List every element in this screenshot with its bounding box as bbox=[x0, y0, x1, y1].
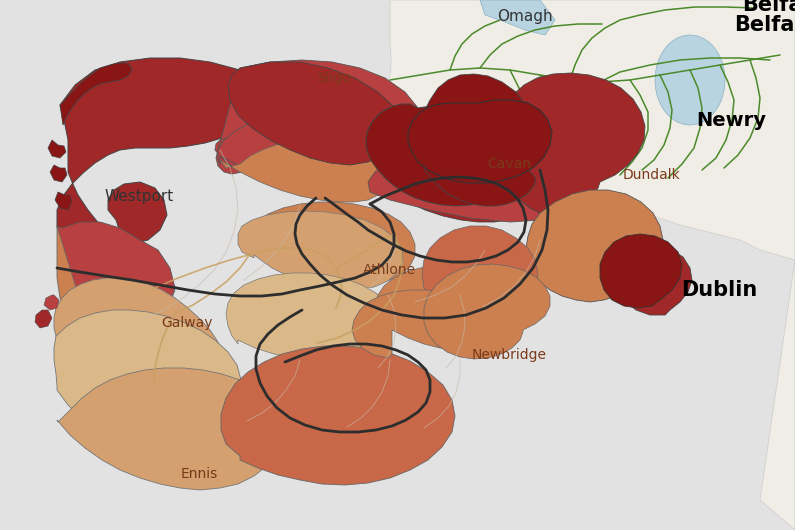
Polygon shape bbox=[376, 266, 522, 340]
Polygon shape bbox=[392, 142, 540, 222]
Text: Newry: Newry bbox=[696, 111, 766, 130]
Polygon shape bbox=[57, 226, 175, 342]
Polygon shape bbox=[655, 35, 725, 125]
Text: Athlone: Athlone bbox=[363, 263, 416, 277]
Polygon shape bbox=[57, 368, 285, 490]
Text: Ennis: Ennis bbox=[180, 467, 217, 481]
Text: Dundalk: Dundalk bbox=[623, 168, 681, 182]
Polygon shape bbox=[248, 202, 415, 284]
Text: Dublin: Dublin bbox=[681, 280, 758, 301]
Polygon shape bbox=[238, 211, 403, 290]
Polygon shape bbox=[55, 192, 72, 210]
Polygon shape bbox=[35, 310, 52, 328]
Polygon shape bbox=[366, 103, 535, 206]
Polygon shape bbox=[480, 0, 555, 35]
Text: Galway: Galway bbox=[161, 316, 212, 330]
Text: Newbridge: Newbridge bbox=[471, 348, 546, 362]
Polygon shape bbox=[526, 190, 663, 302]
Text: Belfa: Belfa bbox=[735, 15, 795, 35]
Polygon shape bbox=[619, 247, 692, 315]
Text: Westport: Westport bbox=[104, 189, 174, 204]
Polygon shape bbox=[44, 295, 59, 310]
Polygon shape bbox=[218, 112, 387, 182]
Polygon shape bbox=[600, 234, 682, 308]
Polygon shape bbox=[496, 73, 645, 216]
Polygon shape bbox=[424, 264, 550, 359]
Polygon shape bbox=[226, 273, 392, 360]
Text: Omagh: Omagh bbox=[497, 10, 553, 24]
Polygon shape bbox=[408, 100, 552, 183]
Text: Belfast: Belfast bbox=[742, 0, 795, 15]
Polygon shape bbox=[48, 140, 66, 158]
Polygon shape bbox=[352, 290, 499, 358]
Polygon shape bbox=[368, 140, 540, 222]
Polygon shape bbox=[422, 226, 538, 327]
Polygon shape bbox=[50, 165, 67, 182]
Polygon shape bbox=[388, 0, 795, 530]
Text: Sligo: Sligo bbox=[317, 72, 351, 85]
Text: Cavan: Cavan bbox=[487, 157, 531, 171]
Polygon shape bbox=[57, 58, 270, 254]
Polygon shape bbox=[60, 63, 132, 125]
Polygon shape bbox=[54, 310, 241, 447]
Polygon shape bbox=[57, 222, 175, 322]
Polygon shape bbox=[228, 62, 403, 165]
Polygon shape bbox=[221, 346, 455, 485]
Polygon shape bbox=[54, 278, 221, 405]
Polygon shape bbox=[418, 74, 536, 206]
Polygon shape bbox=[220, 140, 386, 202]
Polygon shape bbox=[215, 60, 422, 190]
